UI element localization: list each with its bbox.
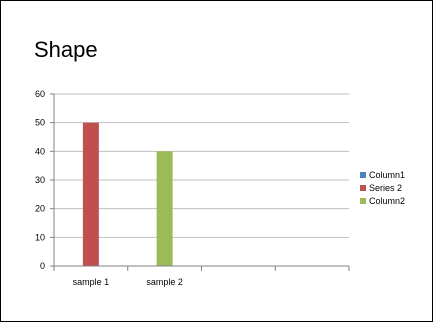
y-tick-label: 10 (35, 232, 45, 242)
legend-item: Series 2 (360, 181, 405, 194)
legend-item: Column1 (360, 168, 405, 181)
legend-label: Series 2 (369, 182, 403, 193)
x-tick-label: sample 2 (146, 277, 183, 287)
y-tick-label: 50 (35, 118, 45, 128)
y-tick-label: 60 (35, 89, 45, 99)
legend-swatch (360, 197, 366, 204)
y-tick-label: 0 (40, 261, 45, 271)
y-tick-label: 40 (35, 146, 45, 156)
x-tick-label: sample 1 (73, 277, 110, 287)
bar (156, 151, 173, 266)
legend-label: Column2 (369, 195, 406, 206)
legend: Column1 Series 2 Column2 (360, 168, 405, 207)
bar (82, 122, 99, 267)
y-tick-label: 30 (35, 175, 45, 185)
y-tick-label: 20 (35, 204, 45, 214)
chart-title: Shape (34, 37, 98, 62)
legend-swatch (360, 171, 366, 178)
legend-item: Column2 (360, 194, 405, 207)
legend-swatch (360, 184, 366, 191)
legend-label: Column1 (369, 169, 406, 180)
